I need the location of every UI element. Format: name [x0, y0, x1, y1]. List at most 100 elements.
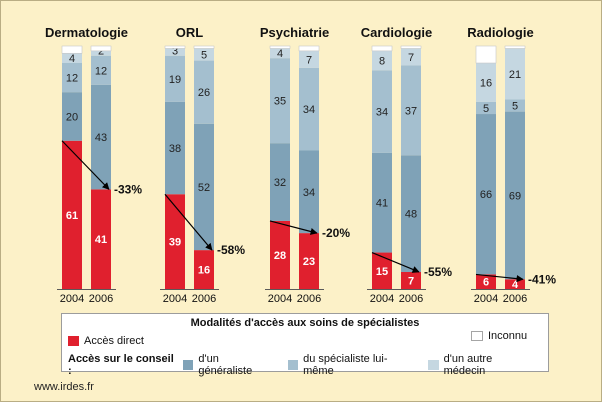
change-arrow	[164, 193, 213, 251]
bar-segment	[194, 48, 214, 61]
segment-label: 38	[169, 143, 181, 155]
bar-segment	[505, 279, 525, 289]
segment-label: 20	[66, 111, 78, 123]
bar-segment	[298, 45, 320, 52]
bar-segment	[194, 250, 214, 289]
bar-segment	[62, 140, 82, 289]
bar-segment	[194, 123, 214, 251]
legend-label-specialiste: du spécialiste lui-même	[303, 353, 388, 377]
segment-label: 43	[95, 132, 107, 144]
bar-segment	[269, 45, 291, 49]
segment-label: 23	[303, 256, 315, 268]
segment-label: 69	[509, 190, 521, 202]
change-arrow	[475, 273, 524, 283]
year-label: 2006	[192, 293, 216, 305]
bar-segment	[165, 55, 185, 102]
bar-segment	[91, 50, 111, 56]
bar-segment	[91, 189, 111, 289]
bar-segment	[372, 70, 392, 153]
bar-segment	[476, 101, 496, 115]
bar-segment	[270, 220, 290, 289]
segment-label: 15	[376, 266, 388, 278]
group-title: ORL	[176, 25, 204, 40]
segment-label: 52	[198, 182, 210, 194]
segment-label: 35	[274, 96, 286, 108]
change-label: -58%	[217, 243, 245, 257]
bar-segment	[270, 48, 290, 59]
segment-label: 19	[169, 74, 181, 86]
segment-label: 5	[512, 101, 518, 113]
legend-item-specialiste: du spécialiste lui-même	[287, 353, 412, 377]
legend: Modalités d'accès aux soins de spécialis…	[61, 313, 549, 377]
segment-label: 2	[98, 46, 104, 58]
segment-label: 4	[69, 53, 75, 65]
segment-label: 6	[483, 277, 489, 289]
source-url: www.irdes.fr	[34, 381, 94, 393]
segment-label: 4	[277, 48, 283, 60]
bar-segment	[401, 271, 421, 289]
year-label: 2006	[89, 293, 113, 305]
year-label: 2004	[474, 293, 498, 305]
bar-segment	[62, 63, 82, 93]
segment-label: 7	[408, 52, 414, 64]
year-label: 2004	[60, 293, 84, 305]
legend-item-autre-medecin: d'un autre médecin	[428, 353, 532, 377]
bar-segment	[504, 45, 526, 49]
segment-label: 12	[66, 73, 78, 85]
year-label: 2006	[503, 293, 527, 305]
group-title: Cardiologie	[361, 25, 433, 40]
bar-segment	[372, 50, 392, 71]
swatch-inconnu	[471, 331, 483, 341]
bar-segment	[299, 233, 319, 289]
bar-segment	[270, 58, 290, 144]
segment-label: 5	[201, 50, 207, 62]
change-label: -41%	[528, 272, 556, 286]
bar-segment	[165, 48, 185, 56]
bar-segment	[164, 45, 186, 49]
bar-segment	[476, 114, 496, 275]
group-title: Radiologie	[467, 25, 533, 40]
bar-segment	[299, 150, 319, 234]
bar-segment	[91, 55, 111, 85]
change-label: -33%	[114, 182, 142, 196]
swatch-specialiste	[287, 360, 299, 370]
bar-segment	[505, 48, 525, 100]
segment-label: 26	[198, 87, 210, 99]
segment-label: 8	[379, 56, 385, 68]
segment-label: 37	[405, 105, 417, 117]
segment-label: 28	[274, 250, 286, 262]
bar-segment	[91, 84, 111, 190]
bar-segment	[401, 48, 421, 66]
segment-label: 32	[274, 177, 286, 189]
segment-label: 48	[405, 209, 417, 221]
bar-segment	[165, 194, 185, 289]
bar-segment	[299, 50, 319, 68]
bar-segment	[476, 63, 496, 102]
segment-label: 34	[303, 187, 315, 199]
legend-item-generaliste: d'un généraliste	[182, 353, 272, 377]
change-label: -55%	[424, 265, 452, 279]
segment-label: 41	[95, 234, 107, 246]
segment-label: 16	[198, 265, 210, 277]
year-label: 2004	[268, 293, 292, 305]
segment-label: 3	[172, 46, 178, 58]
bar-segment	[61, 45, 83, 54]
bar-segment	[62, 92, 82, 141]
segment-label: 66	[480, 189, 492, 201]
legend-conseil-prefix: Accès sur le conseil :	[68, 353, 174, 377]
bar-segment	[62, 53, 82, 64]
segment-label: 61	[66, 210, 78, 222]
segment-label: 41	[376, 198, 388, 210]
bar-segment	[476, 274, 496, 289]
year-label: 2006	[297, 293, 321, 305]
bar-segment	[371, 45, 393, 52]
segment-label: 16	[480, 77, 492, 89]
legend-label-inconnu: Inconnu	[488, 330, 528, 342]
segment-label: 5	[483, 103, 489, 115]
swatch-generaliste	[182, 360, 194, 370]
year-label: 2004	[163, 293, 187, 305]
legend-title: Modalités d'accès aux soins de spécialis…	[190, 317, 420, 329]
legend-label-direct: Accès direct	[84, 335, 144, 347]
year-label: 2006	[399, 293, 423, 305]
bar-segment	[475, 45, 497, 64]
